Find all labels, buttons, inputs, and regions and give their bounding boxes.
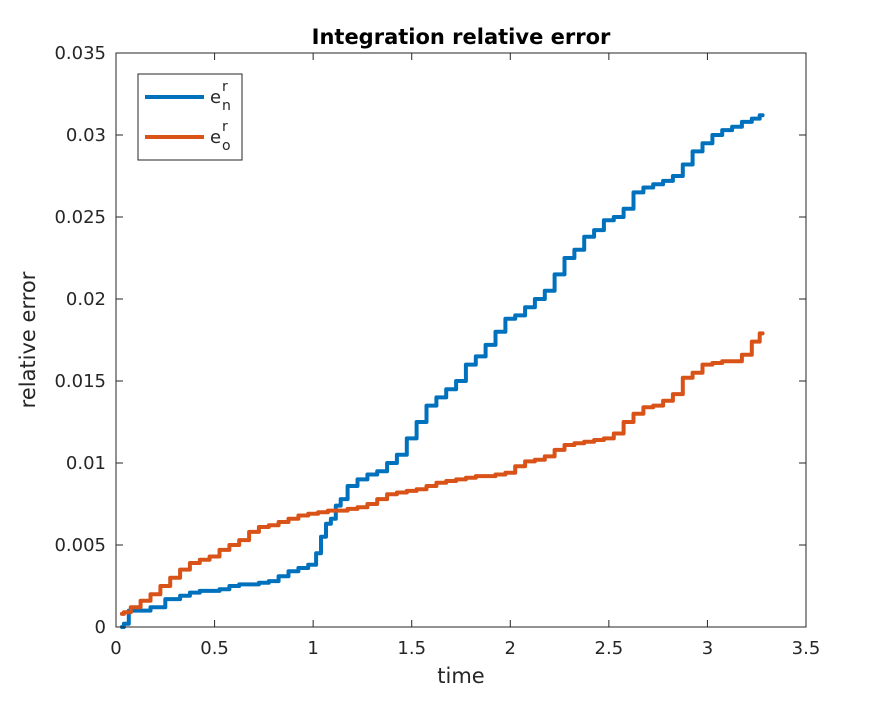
tick-layer: 0 0.5 1 1.5 2 2.5 3 3.5 0 0.005 0.01 0.015 0.02 0.025…: [54, 43, 820, 659]
chart-title: Integration relative error: [312, 25, 611, 49]
y-tick-label: 0.01: [66, 453, 106, 474]
legend: e rne ro: [137, 73, 243, 161]
series-line-o: [119, 331, 765, 616]
y-tick-label: 0.015: [54, 371, 106, 392]
legend-label-o: e: [210, 127, 221, 148]
legend-label-superscript: r: [222, 79, 228, 95]
legend-label-n: e: [210, 87, 221, 108]
x-tick-label: 1: [307, 638, 318, 659]
x-tick-label: 3.5: [792, 638, 821, 659]
x-tick-label: 2.5: [595, 638, 624, 659]
axes-box: [115, 52, 807, 628]
legend-label-subscript: o: [222, 138, 231, 154]
series-line-n: [119, 113, 765, 629]
y-tick-label: 0.035: [54, 43, 106, 64]
series-layer: [119, 113, 765, 629]
y-tick-label: 0.005: [54, 535, 106, 556]
y-tick-label: 0.03: [66, 125, 106, 146]
y-tick-label: 0.025: [54, 207, 106, 228]
y-axis-title: relative error: [16, 271, 40, 408]
x-tick-label: 2: [505, 638, 516, 659]
x-axis-title: time: [437, 664, 484, 688]
x-tick-label: 3: [702, 638, 713, 659]
x-tick-label: 0: [110, 638, 121, 659]
legend-label-subscript: n: [222, 98, 231, 114]
legend-label-superscript: r: [222, 119, 228, 135]
x-tick-label: 0.5: [200, 638, 229, 659]
y-tick-label: 0.02: [66, 289, 106, 310]
legend-box: [137, 73, 243, 161]
y-tick-label: 0: [95, 617, 106, 638]
x-tick-label: 1.5: [397, 638, 426, 659]
